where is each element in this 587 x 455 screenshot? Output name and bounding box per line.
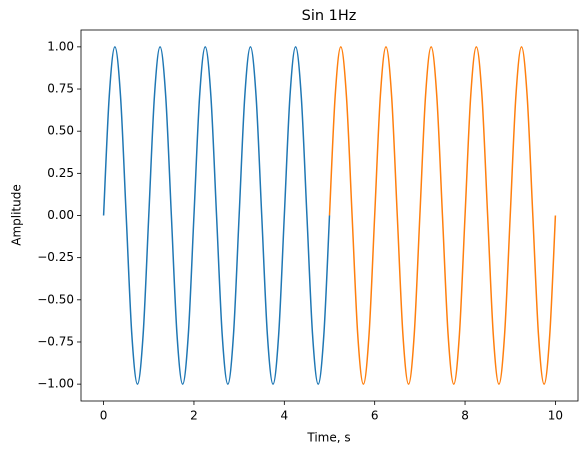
x-tick-label: 8 <box>461 409 469 423</box>
plot-frame <box>80 29 579 402</box>
chart-title: Sin 1Hz <box>302 8 357 24</box>
x-axis-label: Time, s <box>306 431 350 445</box>
y-tick-label: 0.00 <box>47 208 74 222</box>
line-series <box>102 46 331 385</box>
y-tick-label: 0.75 <box>47 82 74 96</box>
y-tick-label: −0.75 <box>37 334 74 348</box>
y-tick-label: −1.00 <box>37 377 74 391</box>
x-tick-label: 0 <box>100 409 108 423</box>
y-tick-label: 0.50 <box>47 124 74 138</box>
y-axis-label: Amplitude <box>10 184 24 246</box>
line-series <box>328 46 557 385</box>
y-tick-label: −0.25 <box>37 250 74 264</box>
x-tick-label: 4 <box>280 409 288 423</box>
y-tick-label: 1.00 <box>47 39 74 53</box>
x-tick-label: 6 <box>371 409 379 423</box>
y-tick-label: −0.50 <box>37 292 74 306</box>
y-tick-label: 0.25 <box>47 166 74 180</box>
x-tick-label: 10 <box>548 409 563 423</box>
x-tick-label: 2 <box>190 409 198 423</box>
